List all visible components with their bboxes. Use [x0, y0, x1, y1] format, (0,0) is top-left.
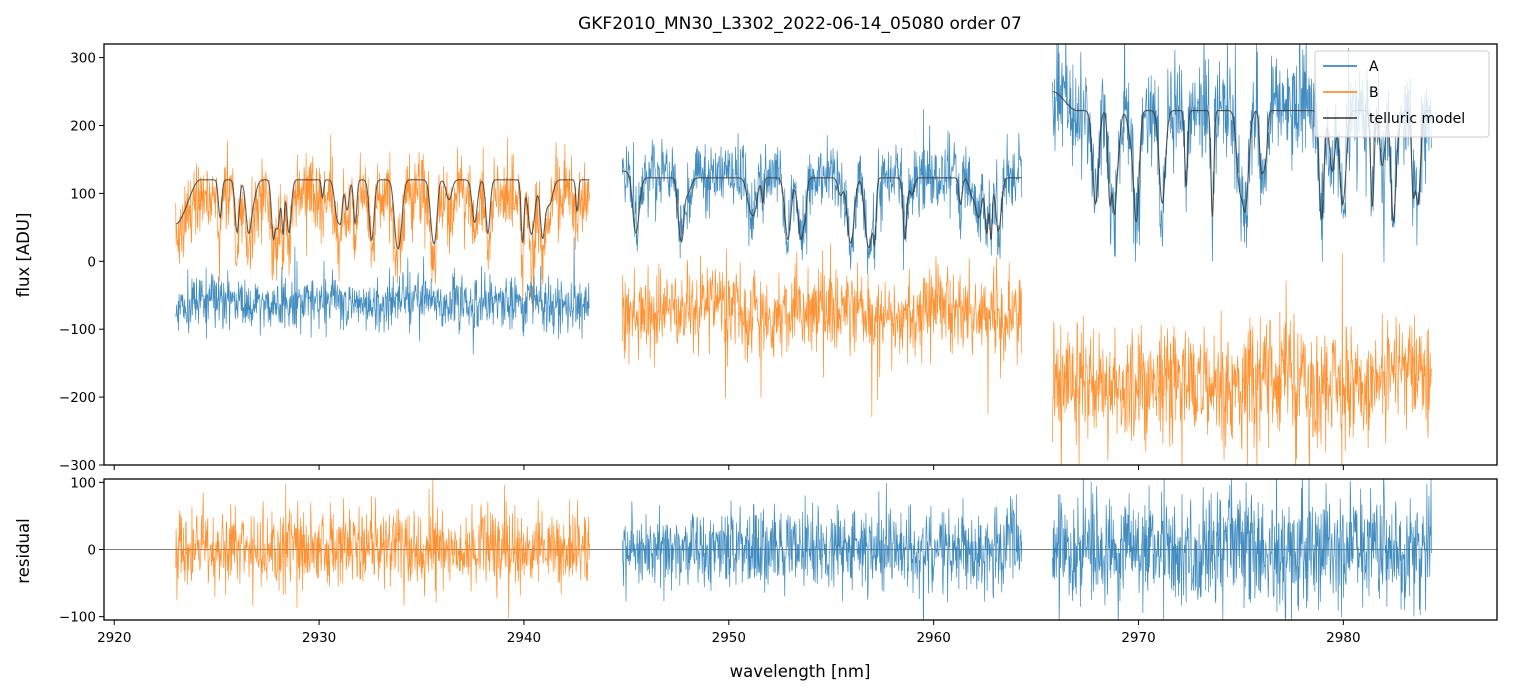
- y-tick-label-flux--300: −300: [59, 458, 96, 474]
- y-tick-label-flux-100: 100: [70, 186, 96, 202]
- legend-label-b: B: [1369, 85, 1379, 101]
- chart-title: GKF2010_MN30_L3302_2022-06-14_05080 orde…: [578, 14, 1022, 34]
- legend: A B telluric model: [1314, 50, 1490, 138]
- flux-series-b-seg-2: [621, 243, 1023, 417]
- x-tick-label-2980: 2980: [1326, 630, 1360, 646]
- flux-series-b-seg-3: [1052, 253, 1432, 465]
- y-axis-label-flux: flux [ADU]: [14, 213, 33, 298]
- residual-series-seg-1: [175, 479, 590, 618]
- x-axis-label: wavelength [nm]: [730, 662, 871, 681]
- legend-box: [1314, 50, 1490, 138]
- y-tick-label-flux--200: −200: [59, 390, 96, 406]
- y-tick-label-residual--100: −100: [59, 610, 96, 626]
- x-tick-label-2930: 2930: [302, 630, 336, 646]
- residual-series-seg-3: [1052, 479, 1432, 620]
- flux-panel-data: [175, 44, 1432, 465]
- x-tick-label-2940: 2940: [507, 630, 541, 646]
- x-tick-label-2970: 2970: [1121, 630, 1155, 646]
- y-tick-label-residual-0: 0: [87, 543, 96, 559]
- residual-panel-data: [104, 479, 1497, 620]
- flux-series-a-seg-1: [175, 237, 590, 355]
- y-axis-label-residual: residual: [14, 518, 33, 583]
- x-tick-label-2960: 2960: [916, 630, 950, 646]
- y-tick-label-flux-0: 0: [87, 254, 96, 270]
- legend-label-a: A: [1369, 59, 1379, 75]
- y-tick-label-flux--100: −100: [59, 322, 96, 338]
- x-tick-label-2920: 2920: [97, 630, 131, 646]
- telluric-model-seg-2: [622, 170, 1022, 249]
- legend-label-model: telluric model: [1369, 111, 1465, 127]
- y-tick-label-residual-100: 100: [70, 475, 96, 491]
- flux-series-a-seg-2: [621, 109, 1023, 274]
- x-tick-label-2950: 2950: [712, 630, 746, 646]
- y-tick-label-flux-300: 300: [70, 51, 96, 67]
- residual-series-seg-2: [621, 482, 1023, 620]
- axes: 2920 2930 2940 2950 2960 2970 2980 −300 −200 −100…: [59, 51, 1361, 646]
- y-tick-label-flux-200: 200: [70, 118, 96, 134]
- telluric-model-seg-1: [175, 179, 590, 250]
- flux-panel-frame: [103, 43, 1498, 466]
